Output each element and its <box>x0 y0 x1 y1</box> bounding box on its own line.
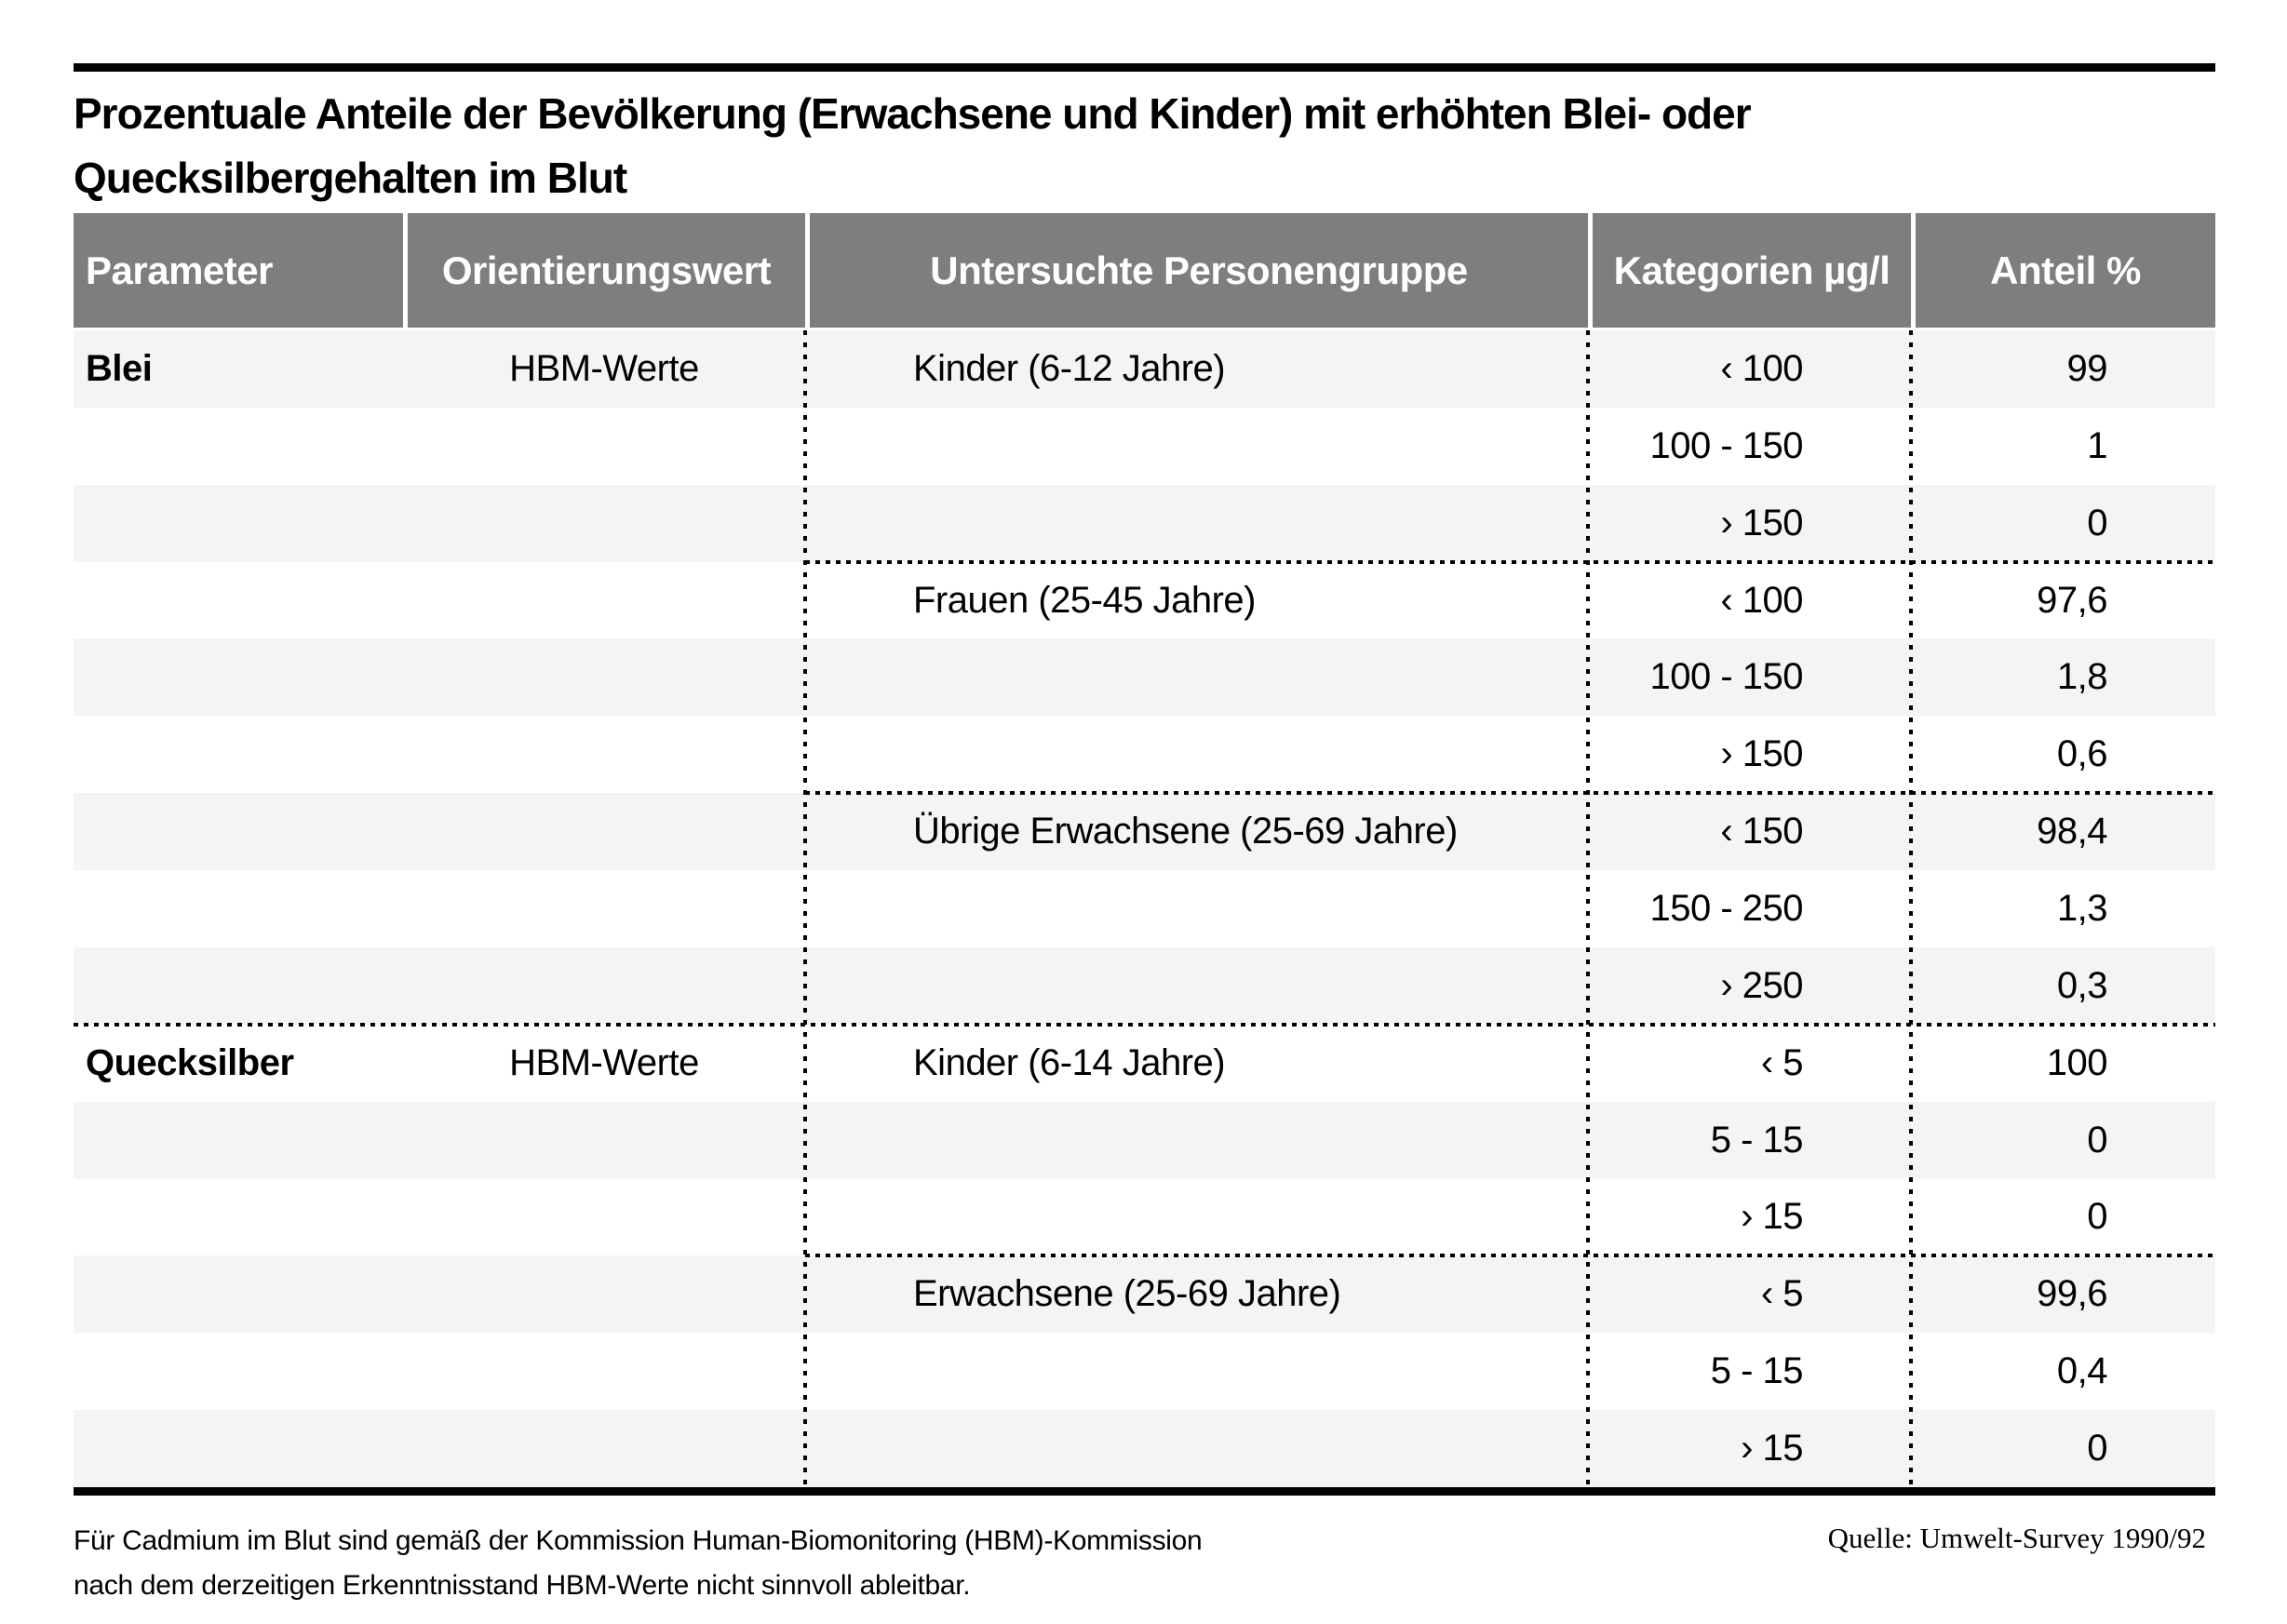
column-divider-line <box>1909 330 1913 1487</box>
cell-kategorie: ‹ 5 <box>1760 1041 1804 1083</box>
page-title-line2: Quecksilbergehalten im Blut <box>74 154 627 202</box>
cell-anteil: 100 <box>2046 1041 2108 1083</box>
page: Prozentuale Anteile der Bevölkerung (Erw… <box>74 0 2215 1608</box>
cell-kategorie: › 15 <box>1741 1427 1803 1469</box>
cell-personengruppe: Erwachsene (25-69 Jahre) <box>913 1273 1341 1315</box>
table-row: Blei HBM-Werte Kinder (6-12 Jahre) ‹ 100 99 <box>74 330 2215 408</box>
table-row: 5 - 15 0 <box>74 1101 2215 1179</box>
page-title: Prozentuale Anteile der Bevölkerung (Erw… <box>74 82 2215 210</box>
column-header: Parameter <box>74 213 403 328</box>
cell-anteil: 99 <box>2066 347 2108 389</box>
cell-anteil: 0 <box>2087 502 2107 544</box>
group-separator-line <box>805 559 2215 564</box>
cell-kategorie: › 15 <box>1741 1196 1803 1238</box>
cell-anteil: 98,4 <box>2037 811 2107 852</box>
table-row: Quecksilber HBM-Werte Kinder (6-14 Jahre) ‹… <box>74 1025 2215 1102</box>
table-row: 100 - 150 1 <box>74 408 2215 485</box>
group-separator-line <box>74 1022 2215 1027</box>
page-title-line1: Prozentuale Anteile der Bevölkerung (Erw… <box>74 89 1752 138</box>
footnote: Für Cadmium im Blut sind gemäß der Kommi… <box>74 1519 1203 1608</box>
table-row: › 15 0 <box>74 1410 2215 1487</box>
group-separator-line <box>805 791 2215 796</box>
column-divider-line <box>803 330 807 1487</box>
cell-anteil: 0 <box>2087 1119 2107 1161</box>
cell-kategorie: 100 - 150 <box>1649 424 1803 466</box>
footer: Für Cadmium im Blut sind gemäß der Kommi… <box>74 1519 2215 1608</box>
column-header: Anteil % <box>1911 213 2215 328</box>
cell-orientierungswert: HBM-Werte <box>509 347 699 389</box>
cell-kategorie: ‹ 100 <box>1720 347 1803 389</box>
cell-anteil: 0 <box>2087 1196 2107 1238</box>
column-divider-line <box>1586 330 1590 1487</box>
cell-kategorie: › 250 <box>1720 964 1803 1006</box>
cell-anteil: 1 <box>2087 424 2107 466</box>
bottom-rule <box>74 1486 2215 1496</box>
table-row: 150 - 250 1,3 <box>74 870 2215 947</box>
cell-anteil: 99,6 <box>2037 1273 2107 1315</box>
cell-orientierungswert: HBM-Werte <box>509 1041 699 1083</box>
cell-kategorie: 150 - 250 <box>1649 887 1803 929</box>
cell-parameter: Quecksilber <box>86 1041 294 1083</box>
footnote-line1: Für Cadmium im Blut sind gemäß der Kommi… <box>74 1524 1203 1556</box>
column-header: Untersuchte Personengruppe <box>805 213 1588 328</box>
cell-kategorie: 100 - 150 <box>1649 656 1803 698</box>
cell-parameter: Blei <box>86 347 153 389</box>
group-separator-line <box>805 1254 2215 1258</box>
cell-anteil: 97,6 <box>2037 579 2107 621</box>
cell-kategorie: › 150 <box>1720 502 1803 544</box>
cell-anteil: 1,3 <box>2056 887 2108 929</box>
table-row: › 15 0 <box>74 1178 2215 1255</box>
cell-personengruppe: Übrige Erwachsene (25-69 Jahre) <box>913 811 1458 852</box>
footnote-line2: nach dem derzeitigen Erkenntnisstand HBM… <box>74 1569 971 1601</box>
table-row: 5 - 15 0,4 <box>74 1333 2215 1410</box>
table-row: Übrige Erwachsene (25-69 Jahre) ‹ 150 98,4 <box>74 793 2215 871</box>
cell-kategorie: 5 - 15 <box>1710 1119 1804 1161</box>
table-row: › 150 0 <box>74 484 2215 562</box>
cell-kategorie: › 150 <box>1720 733 1803 775</box>
source-credit: Quelle: Umwelt-Survey 1990/92 <box>1827 1521 2206 1554</box>
table-body: Blei HBM-Werte Kinder (6-12 Jahre) ‹ 100 99 1… <box>74 330 2215 1487</box>
cell-anteil: 0,6 <box>2056 733 2108 775</box>
cell-personengruppe: Kinder (6-14 Jahre) <box>913 1041 1226 1083</box>
cell-personengruppe: Kinder (6-12 Jahre) <box>913 347 1226 389</box>
cell-kategorie: ‹ 5 <box>1760 1273 1804 1315</box>
cell-kategorie: 5 - 15 <box>1710 1350 1804 1392</box>
top-rule <box>74 63 2215 72</box>
cell-anteil: 0,3 <box>2056 964 2108 1006</box>
table-row: 100 - 150 1,8 <box>74 638 2215 717</box>
table-row: › 150 0,6 <box>74 716 2215 793</box>
column-header: Kategorien µg/l <box>1588 213 1911 328</box>
table-row: › 250 0,3 <box>74 946 2215 1025</box>
table-row: Frauen (25-45 Jahre) ‹ 100 97,6 <box>74 562 2215 639</box>
cell-kategorie: ‹ 100 <box>1720 579 1803 621</box>
cell-kategorie: ‹ 150 <box>1720 811 1803 852</box>
cell-anteil: 0 <box>2087 1427 2107 1469</box>
cell-anteil: 1,8 <box>2056 656 2108 698</box>
cell-personengruppe: Frauen (25-45 Jahre) <box>913 579 1256 621</box>
column-header: Orientierungswert <box>403 213 805 328</box>
table-row: Erwachsene (25-69 Jahre) ‹ 5 99,6 <box>74 1255 2215 1334</box>
header-row: Parameter Orientierungswert Untersuchte Pe… <box>74 213 2215 330</box>
cell-anteil: 0,4 <box>2056 1350 2108 1392</box>
